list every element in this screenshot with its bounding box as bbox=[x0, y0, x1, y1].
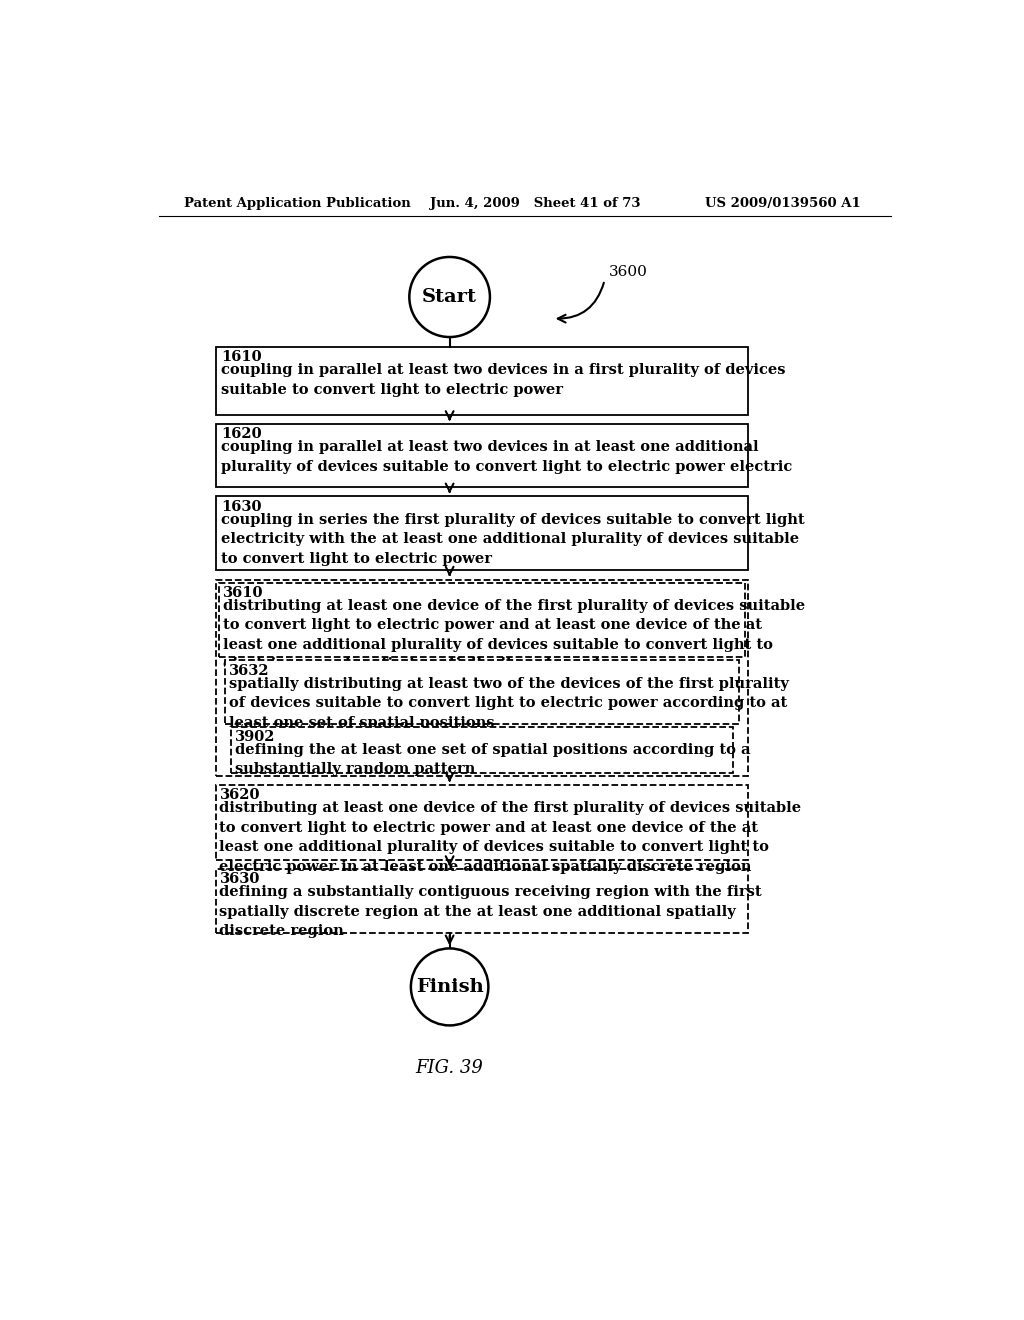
Text: 1620: 1620 bbox=[221, 428, 261, 441]
Text: Patent Application Publication: Patent Application Publication bbox=[183, 197, 411, 210]
Text: Jun. 4, 2009   Sheet 41 of 73: Jun. 4, 2009 Sheet 41 of 73 bbox=[430, 197, 641, 210]
Bar bbox=[231, 726, 732, 774]
Text: 3610: 3610 bbox=[222, 586, 263, 599]
Bar bbox=[219, 582, 744, 657]
Bar bbox=[216, 785, 748, 859]
Bar bbox=[216, 347, 748, 414]
Text: FIG. 39: FIG. 39 bbox=[416, 1059, 483, 1077]
Bar bbox=[216, 496, 748, 570]
Text: coupling in parallel at least two devices in at least one additional
plurality o: coupling in parallel at least two device… bbox=[221, 441, 793, 474]
Text: Finish: Finish bbox=[416, 978, 483, 995]
Text: defining a substantially contiguous receiving region with the first
spatially di: defining a substantially contiguous rece… bbox=[219, 886, 762, 939]
Bar bbox=[216, 424, 748, 487]
Text: Start: Start bbox=[422, 288, 477, 306]
FancyArrowPatch shape bbox=[558, 282, 604, 322]
Text: 3600: 3600 bbox=[608, 265, 647, 280]
Text: 3902: 3902 bbox=[234, 730, 275, 743]
Text: coupling in series the first plurality of devices suitable to convert light
elec: coupling in series the first plurality o… bbox=[221, 512, 805, 565]
Text: 1610: 1610 bbox=[221, 350, 261, 364]
Text: spatially distributing at least two of the devices of the first plurality
of dev: spatially distributing at least two of t… bbox=[228, 677, 788, 730]
Bar bbox=[225, 660, 738, 723]
Text: coupling in parallel at least two devices in a first plurality of devices
suitab: coupling in parallel at least two device… bbox=[221, 363, 785, 397]
Text: 3620: 3620 bbox=[219, 788, 260, 803]
Text: 1630: 1630 bbox=[221, 499, 261, 513]
Bar bbox=[216, 579, 748, 776]
Text: US 2009/0139560 A1: US 2009/0139560 A1 bbox=[706, 197, 861, 210]
Text: distributing at least one device of the first plurality of devices suitable
to c: distributing at least one device of the … bbox=[219, 801, 802, 874]
Text: distributing at least one device of the first plurality of devices suitable
to c: distributing at least one device of the … bbox=[222, 599, 805, 672]
Text: 3630: 3630 bbox=[219, 873, 260, 886]
Text: 3632: 3632 bbox=[228, 664, 269, 677]
Text: defining the at least one set of spatial positions according to a
substantially : defining the at least one set of spatial… bbox=[234, 743, 751, 776]
Bar bbox=[216, 869, 748, 933]
